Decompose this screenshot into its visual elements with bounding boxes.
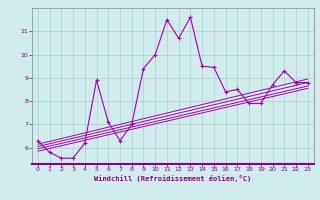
X-axis label: Windchill (Refroidissement éolien,°C): Windchill (Refroidissement éolien,°C) (94, 175, 252, 182)
